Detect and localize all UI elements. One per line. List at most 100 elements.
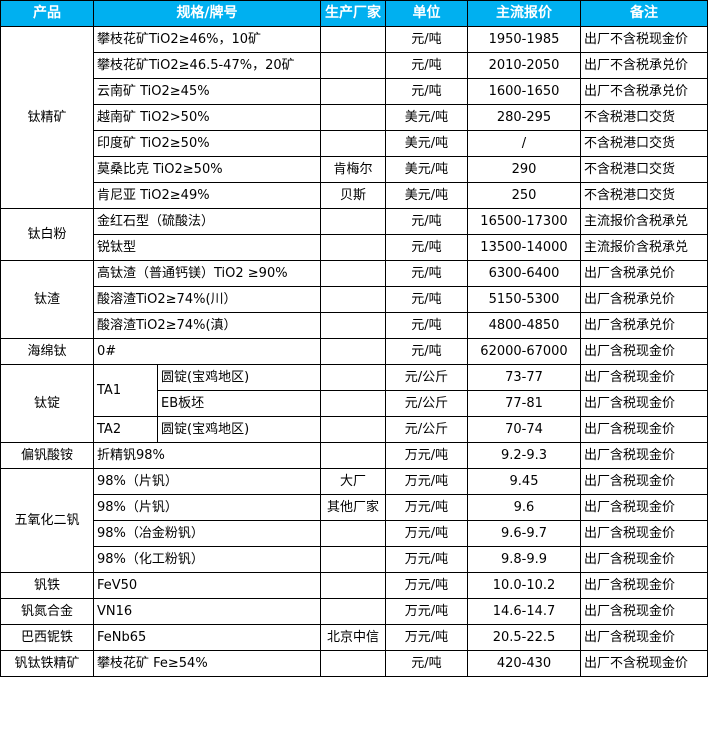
note-cell[interactable]: 出厂不含税承兑价 [580, 52, 708, 79]
note-cell[interactable]: 出厂含税现金价 [580, 598, 708, 625]
unit-cell[interactable]: 万元/吨 [385, 598, 468, 625]
unit-cell[interactable]: 元/吨 [385, 312, 468, 339]
spec-cell[interactable]: 攀枝花矿TiO2≥46%，10矿 [93, 26, 321, 53]
spec-cell[interactable]: 98%（冶金粉钒） [93, 520, 321, 547]
unit-cell[interactable]: 万元/吨 [385, 520, 468, 547]
unit-cell[interactable]: 万元/吨 [385, 494, 468, 521]
price-cell[interactable]: 70-74 [467, 416, 581, 443]
note-cell[interactable]: 不含税港口交货 [580, 130, 708, 157]
spec-cell[interactable]: 0# [93, 338, 321, 365]
spec-cell[interactable]: 98%（化工粉钒） [93, 546, 321, 573]
maker-cell[interactable] [320, 234, 386, 261]
price-cell[interactable]: 9.8-9.9 [467, 546, 581, 573]
note-cell[interactable]: 出厂含税现金价 [580, 494, 708, 521]
price-cell[interactable]: 16500-17300 [467, 208, 581, 235]
spec-cell[interactable]: 越南矿 TiO2>50% [93, 104, 321, 131]
spec-cell[interactable]: 金红石型（硫酸法） [93, 208, 321, 235]
product-cell[interactable]: 偏钒酸铵 [0, 442, 94, 469]
maker-cell[interactable] [320, 598, 386, 625]
maker-cell[interactable] [320, 26, 386, 53]
unit-cell[interactable]: 万元/吨 [385, 442, 468, 469]
product-cell[interactable]: 钒钛铁精矿 [0, 650, 94, 677]
note-cell[interactable]: 出厂不含税现金价 [580, 26, 708, 53]
product-cell[interactable]: 钒铁 [0, 572, 94, 599]
maker-cell[interactable] [320, 572, 386, 599]
maker-cell[interactable]: 肯梅尔 [320, 156, 386, 183]
grade-cell[interactable]: TA2 [93, 416, 158, 443]
spec-cell[interactable]: FeV50 [93, 572, 321, 599]
price-cell[interactable]: 73-77 [467, 364, 581, 391]
price-cell[interactable]: 1950-1985 [467, 26, 581, 53]
note-cell[interactable]: 出厂不含税承兑价 [580, 78, 708, 105]
price-cell[interactable]: 1600-1650 [467, 78, 581, 105]
spec-cell[interactable]: 98%（片钒） [93, 494, 321, 521]
spec-cell[interactable]: EB板坯 [157, 390, 321, 417]
note-cell[interactable]: 出厂含税承兑价 [580, 312, 708, 339]
price-cell[interactable]: 5150-5300 [467, 286, 581, 313]
maker-cell[interactable] [320, 78, 386, 105]
price-cell[interactable]: 2010-2050 [467, 52, 581, 79]
note-cell[interactable]: 出厂含税现金价 [580, 546, 708, 573]
spec-cell[interactable]: 印度矿 TiO2≥50% [93, 130, 321, 157]
maker-cell[interactable] [320, 312, 386, 339]
unit-cell[interactable]: 万元/吨 [385, 468, 468, 495]
unit-cell[interactable]: 美元/吨 [385, 182, 468, 209]
note-cell[interactable]: 不含税港口交货 [580, 104, 708, 131]
price-cell[interactable]: 14.6-14.7 [467, 598, 581, 625]
spec-cell[interactable]: 莫桑比克 TiO2≥50% [93, 156, 321, 183]
unit-cell[interactable]: 元/吨 [385, 208, 468, 235]
price-cell[interactable]: 9.6-9.7 [467, 520, 581, 547]
unit-cell[interactable]: 元/公斤 [385, 416, 468, 443]
spec-cell[interactable]: 折精钒98% [93, 442, 321, 469]
note-cell[interactable]: 出厂含税现金价 [580, 416, 708, 443]
price-cell[interactable]: 280-295 [467, 104, 581, 131]
product-cell[interactable]: 钛锭 [0, 364, 94, 443]
unit-cell[interactable]: 元/吨 [385, 52, 468, 79]
note-cell[interactable]: 不含税港口交货 [580, 182, 708, 209]
maker-cell[interactable] [320, 390, 386, 417]
price-cell[interactable]: 6300-6400 [467, 260, 581, 287]
product-cell[interactable]: 海绵钛 [0, 338, 94, 365]
note-cell[interactable]: 出厂含税承兑价 [580, 286, 708, 313]
spec-cell[interactable]: 攀枝花矿TiO2≥46.5-47%，20矿 [93, 52, 321, 79]
maker-cell[interactable]: 大厂 [320, 468, 386, 495]
spec-cell[interactable]: 高钛渣（普通钙镁）TiO2 ≥90% [93, 260, 321, 287]
maker-cell[interactable] [320, 650, 386, 677]
product-cell[interactable]: 钛白粉 [0, 208, 94, 261]
unit-cell[interactable]: 元/公斤 [385, 364, 468, 391]
unit-cell[interactable]: 万元/吨 [385, 546, 468, 573]
product-cell[interactable]: 五氧化二钒 [0, 468, 94, 573]
spec-cell[interactable]: FeNb65 [93, 624, 321, 651]
grade-cell[interactable]: TA1 [93, 364, 158, 417]
maker-cell[interactable] [320, 208, 386, 235]
note-cell[interactable]: 不含税港口交货 [580, 156, 708, 183]
maker-cell[interactable] [320, 416, 386, 443]
note-cell[interactable]: 出厂含税现金价 [580, 520, 708, 547]
maker-cell[interactable]: 北京中信 [320, 624, 386, 651]
unit-cell[interactable]: 万元/吨 [385, 624, 468, 651]
unit-cell[interactable]: 元/吨 [385, 286, 468, 313]
note-cell[interactable]: 出厂含税现金价 [580, 442, 708, 469]
note-cell[interactable]: 出厂不含税现金价 [580, 650, 708, 677]
maker-cell[interactable] [320, 104, 386, 131]
maker-cell[interactable] [320, 338, 386, 365]
product-cell[interactable]: 钛精矿 [0, 26, 94, 209]
maker-cell[interactable] [320, 260, 386, 287]
maker-cell[interactable] [320, 52, 386, 79]
price-cell[interactable]: / [467, 130, 581, 157]
price-cell[interactable]: 9.45 [467, 468, 581, 495]
spec-cell[interactable]: 云南矿 TiO2≥45% [93, 78, 321, 105]
note-cell[interactable]: 出厂含税现金价 [580, 390, 708, 417]
price-cell[interactable]: 420-430 [467, 650, 581, 677]
spec-cell[interactable]: VN16 [93, 598, 321, 625]
product-cell[interactable]: 巴西铌铁 [0, 624, 94, 651]
maker-cell[interactable] [320, 520, 386, 547]
spec-cell[interactable]: 酸溶渣TiO2≥74%(滇） [93, 312, 321, 339]
maker-cell[interactable] [320, 130, 386, 157]
spec-cell[interactable]: 锐钛型 [93, 234, 321, 261]
unit-cell[interactable]: 元/吨 [385, 650, 468, 677]
price-cell[interactable]: 13500-14000 [467, 234, 581, 261]
maker-cell[interactable] [320, 442, 386, 469]
spec-cell[interactable]: 圆锭(宝鸡地区) [157, 416, 321, 443]
note-cell[interactable]: 出厂含税现金价 [580, 572, 708, 599]
